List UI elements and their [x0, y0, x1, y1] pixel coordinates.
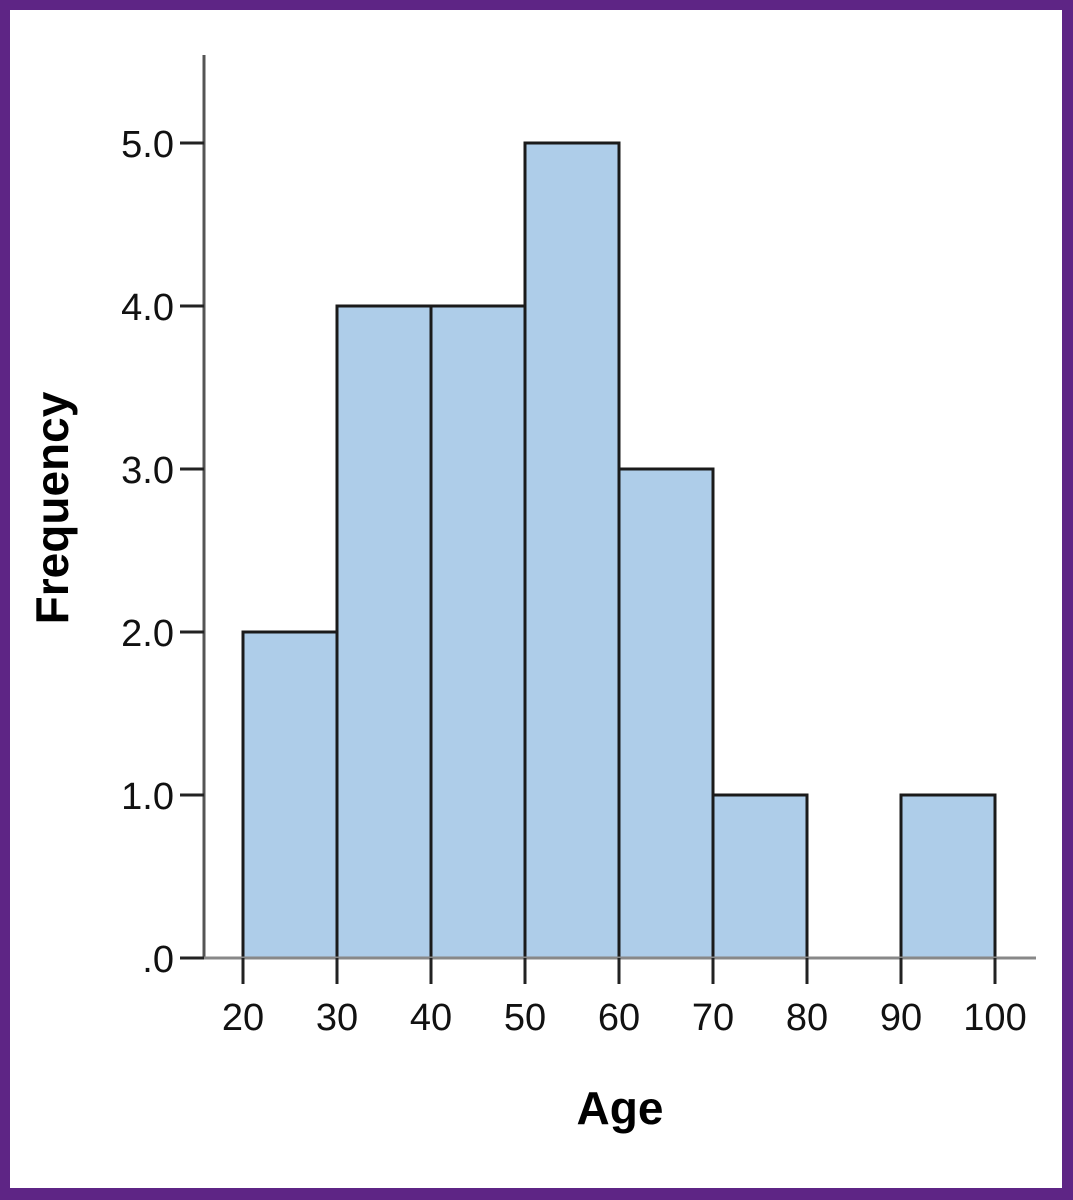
histogram-bar — [429, 304, 527, 960]
y-axis-title: Frequency — [26, 391, 78, 624]
y-tick-label: 1.0 — [121, 776, 174, 818]
x-tick-label: 40 — [410, 997, 452, 1039]
bars-group — [241, 141, 997, 960]
x-tick-label: 100 — [963, 997, 1026, 1039]
x-axis-ticks: 20 30 40 50 60 70 80 90 100 — [222, 958, 1027, 1039]
histogram-bar — [899, 793, 997, 960]
histogram-bar — [241, 630, 339, 960]
y-axis-ticks: .0 1.0 2.0 3.0 4.0 5.0 — [121, 124, 204, 981]
x-tick-label: 90 — [880, 997, 922, 1039]
x-axis-title: Age — [577, 1082, 664, 1134]
x-tick-label: 50 — [504, 997, 546, 1039]
y-tick-label: .0 — [142, 939, 174, 981]
y-tick-label: 2.0 — [121, 613, 174, 655]
x-tick-label: 70 — [692, 997, 734, 1039]
x-tick-label: 80 — [786, 997, 828, 1039]
x-tick-label: 30 — [316, 997, 358, 1039]
x-tick-label: 20 — [222, 997, 264, 1039]
histogram-bar — [617, 467, 715, 960]
x-tick-label: 60 — [598, 997, 640, 1039]
y-tick-label: 3.0 — [121, 450, 174, 492]
histogram-bar — [335, 304, 433, 960]
histogram-bar — [523, 141, 621, 960]
histogram-bar — [711, 793, 809, 960]
y-tick-label: 5.0 — [121, 124, 174, 166]
y-tick-label: 4.0 — [121, 287, 174, 329]
